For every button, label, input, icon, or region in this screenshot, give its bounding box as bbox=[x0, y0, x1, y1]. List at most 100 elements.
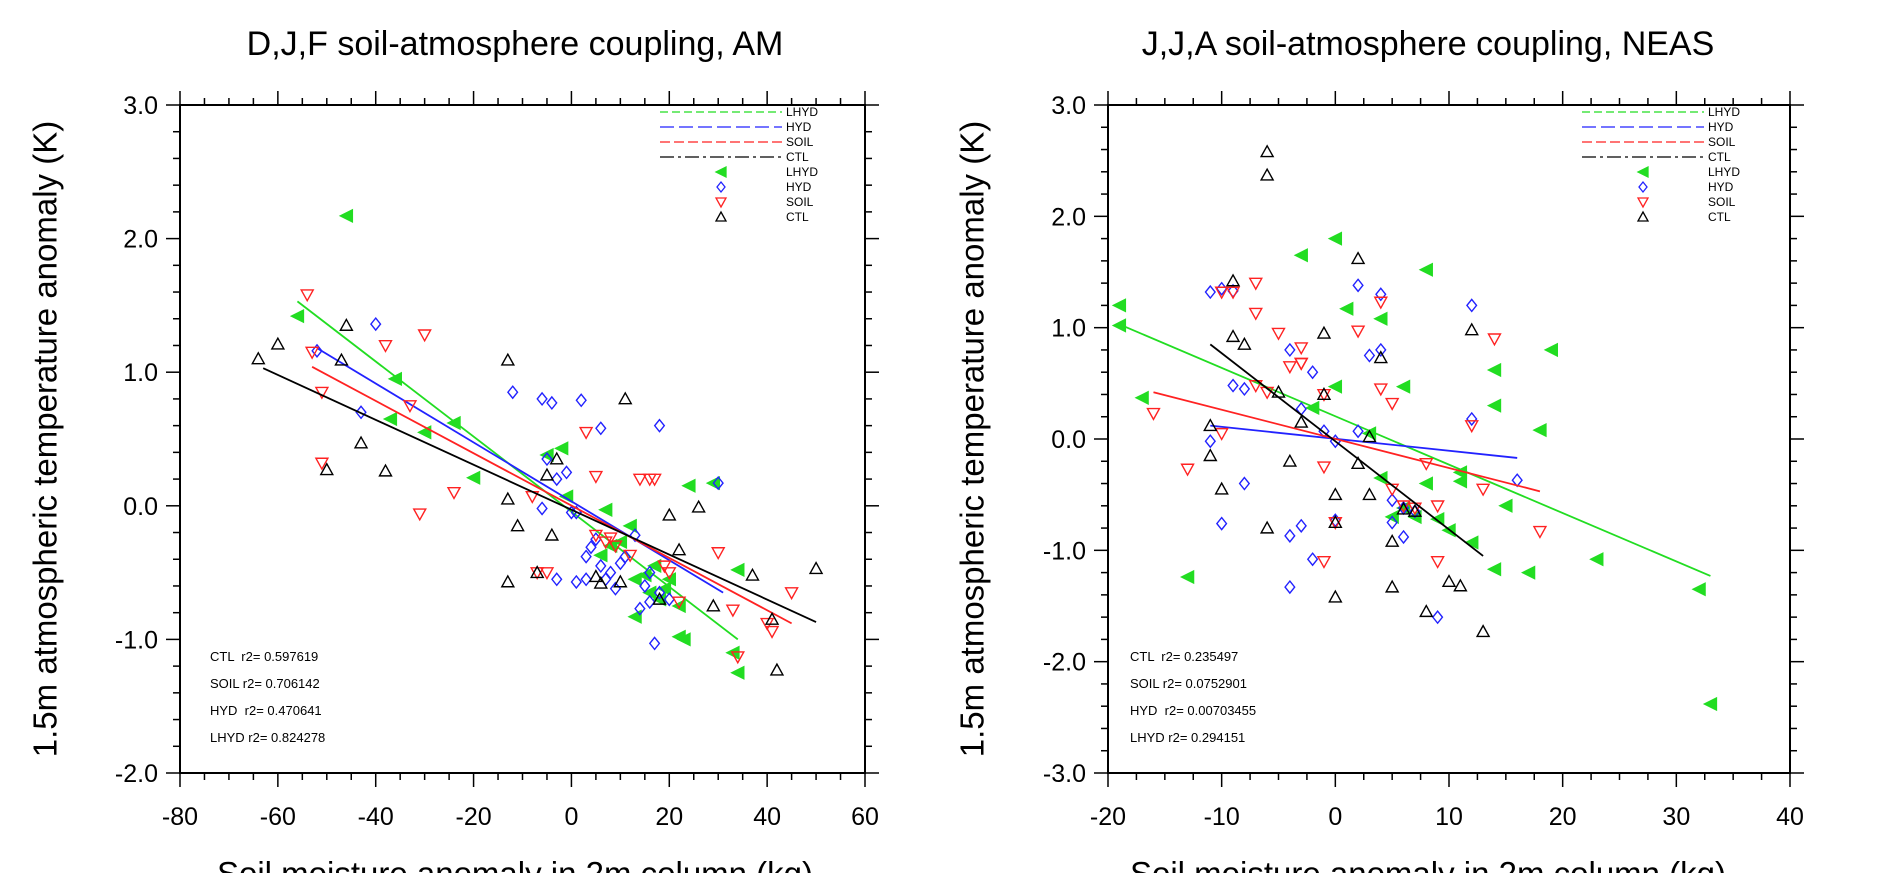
chart-panel-1: D,J,F soil-atmosphere coupling, AM Soil m… bbox=[27, 25, 879, 873]
data-point-soil bbox=[1373, 296, 1388, 310]
data-point-ctl bbox=[1464, 322, 1479, 336]
x-tick-label: -60 bbox=[260, 803, 296, 831]
data-point-soil bbox=[622, 549, 638, 563]
data-point-hyd bbox=[1295, 518, 1307, 533]
x-tick-label: -20 bbox=[1090, 803, 1126, 831]
x-axis-label: Soil moisture anomaly in 2m column (kg) bbox=[1130, 855, 1726, 873]
data-point-ctl bbox=[613, 574, 628, 588]
data-point-ctl bbox=[618, 391, 633, 405]
data-point-lhyd bbox=[1305, 400, 1320, 415]
data-point-hyd bbox=[1238, 476, 1251, 491]
x-tick-label: -10 bbox=[1204, 803, 1240, 831]
data-point-hyd bbox=[1306, 552, 1319, 567]
data-point-hyd bbox=[1386, 493, 1398, 508]
data-point-hyd bbox=[580, 549, 592, 564]
data-point-lhyd bbox=[598, 502, 613, 517]
data-point-ctl bbox=[706, 598, 721, 612]
r2-stat-soil: SOIL r2= 0.0752901 bbox=[1130, 676, 1247, 691]
legend-marker-ctl bbox=[1636, 210, 1650, 222]
x-tick-label: -20 bbox=[456, 803, 492, 831]
legend-marker-soil bbox=[1636, 197, 1650, 209]
data-point-soil bbox=[588, 529, 604, 543]
y-tick-label: -3.0 bbox=[1043, 760, 1086, 788]
data-point-hyd bbox=[653, 585, 666, 600]
fit-line-lhyd bbox=[296, 300, 739, 641]
x-tick-label: 60 bbox=[851, 803, 879, 831]
fit-line-ctl bbox=[1209, 343, 1484, 557]
series-lhyd bbox=[1111, 231, 1718, 712]
data-point-hyd bbox=[1431, 610, 1444, 625]
data-point-ctl bbox=[1419, 604, 1434, 618]
data-point-soil bbox=[1373, 383, 1388, 397]
data-point-lhyd bbox=[627, 572, 642, 587]
data-point-ctl bbox=[1294, 414, 1309, 428]
data-point-soil bbox=[539, 567, 555, 581]
data-point-ctl bbox=[691, 499, 706, 513]
legend-label: LHYD bbox=[1708, 105, 1740, 119]
data-point-ctl bbox=[1350, 456, 1366, 469]
data-point-soil bbox=[1294, 357, 1309, 371]
x-tick-label: 0 bbox=[1328, 803, 1342, 831]
data-point-soil bbox=[608, 540, 623, 554]
data-point-hyd bbox=[1363, 348, 1376, 363]
fit-line-hyd bbox=[316, 347, 724, 594]
data-point-soil bbox=[1419, 457, 1434, 471]
data-point-lhyd bbox=[622, 518, 637, 533]
data-point-ctl bbox=[1316, 387, 1332, 400]
data-point-soil bbox=[1384, 397, 1400, 411]
data-point-soil bbox=[1214, 286, 1229, 300]
legend-label: LHYD bbox=[786, 165, 818, 179]
data-point-ctl bbox=[378, 463, 393, 477]
data-point-lhyd bbox=[1373, 470, 1388, 486]
data-point-soil bbox=[402, 400, 418, 414]
data-point-soil bbox=[588, 470, 604, 484]
data-point-ctl bbox=[319, 462, 334, 476]
data-point-lhyd bbox=[1452, 474, 1468, 489]
data-point-soil bbox=[671, 596, 687, 610]
y-tick-label: 2.0 bbox=[1051, 203, 1086, 231]
data-point-soil bbox=[1294, 357, 1309, 371]
legend-marker-ctl bbox=[714, 210, 728, 222]
legend-label: SOIL bbox=[786, 135, 814, 149]
data-point-hyd bbox=[595, 421, 607, 436]
data-point-soil bbox=[1282, 361, 1298, 375]
data-point-ctl bbox=[1328, 487, 1343, 501]
y-tick-label: 0.0 bbox=[123, 493, 158, 521]
data-point-hyd bbox=[1284, 579, 1296, 595]
data-point-ctl bbox=[1259, 167, 1275, 181]
data-point-hyd bbox=[629, 528, 641, 543]
data-point-ctl bbox=[1259, 144, 1275, 158]
data-point-hyd bbox=[546, 395, 558, 411]
data-point-ctl bbox=[662, 507, 677, 521]
data-point-lhyd bbox=[1418, 476, 1433, 491]
legend-label: LHYD bbox=[786, 105, 818, 119]
data-point-soil bbox=[1248, 307, 1263, 321]
data-point-soil bbox=[1316, 461, 1332, 475]
data-point-lhyd bbox=[417, 425, 432, 440]
data-point-lhyd bbox=[289, 308, 305, 324]
data-point-soil bbox=[603, 532, 618, 546]
y-tick-label: -1.0 bbox=[115, 626, 158, 654]
legend-label: HYD bbox=[1708, 120, 1734, 134]
data-point-hyd bbox=[1227, 378, 1239, 393]
x-tick-label: 40 bbox=[753, 803, 781, 831]
data-point-soil bbox=[412, 508, 427, 522]
data-point-soil bbox=[598, 536, 613, 550]
data-point-hyd bbox=[1238, 381, 1251, 397]
data-point-soil bbox=[1248, 277, 1263, 291]
legend-label: CTL bbox=[786, 150, 809, 164]
data-point-lhyd bbox=[730, 665, 745, 680]
data-point-soil bbox=[1350, 325, 1366, 339]
data-point-hyd bbox=[604, 565, 617, 580]
data-point-soil bbox=[1225, 286, 1241, 300]
data-point-soil bbox=[1475, 483, 1491, 497]
data-point-lhyd bbox=[1691, 582, 1706, 597]
x-tick-label: 20 bbox=[1549, 803, 1577, 831]
data-point-ctl bbox=[1203, 418, 1218, 432]
data-point-hyd bbox=[634, 601, 646, 616]
y-tick-label: 0.0 bbox=[1051, 426, 1086, 454]
data-point-hyd bbox=[1204, 434, 1216, 449]
r2-stat-lhyd: LHYD r2= 0.824278 bbox=[210, 730, 325, 745]
data-point-soil bbox=[304, 346, 320, 360]
data-point-lhyd bbox=[1532, 422, 1547, 438]
